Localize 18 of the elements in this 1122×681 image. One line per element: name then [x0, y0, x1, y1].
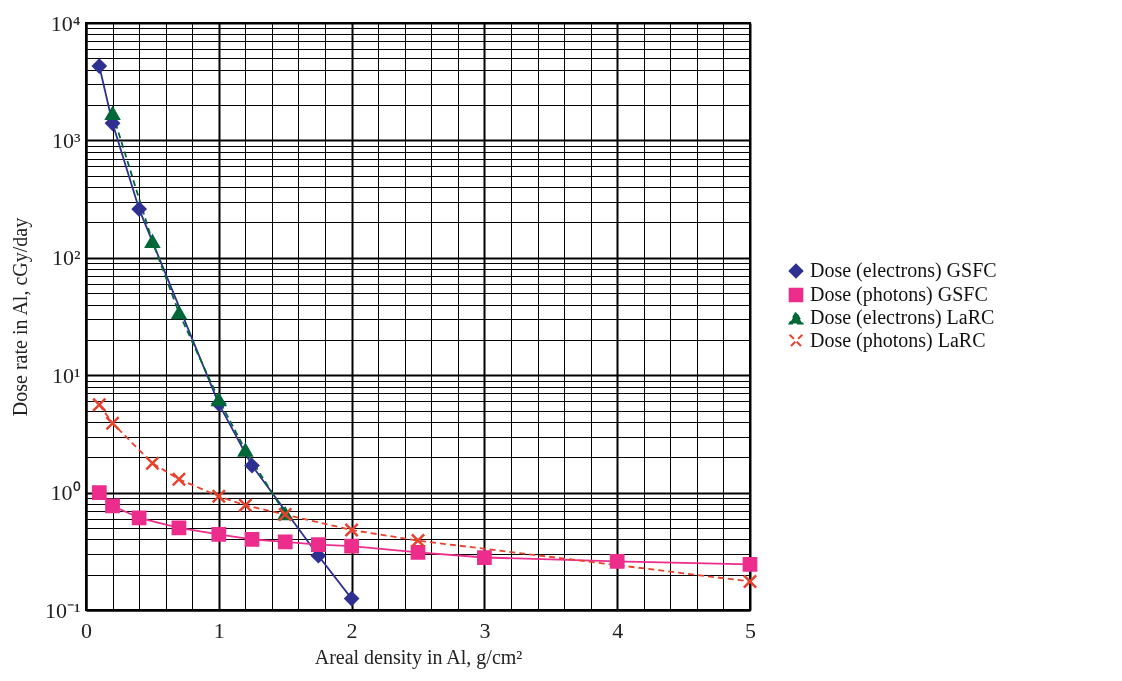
legend-label: Dose (electrons) GSFC: [810, 259, 997, 282]
y-tick-label: 10⁰: [50, 480, 81, 506]
x-tick-label: 1: [213, 617, 225, 643]
y-tick-label: 10²: [51, 245, 81, 271]
legend-label: Dose (photons) GSFC: [810, 283, 988, 306]
y-tick-label: 10¹: [51, 362, 81, 388]
legend-label: Dose (photons) LaRC: [810, 329, 986, 352]
x-tick-label: 3: [479, 617, 491, 643]
y-tick-label: 10⁴: [50, 10, 81, 36]
y-tick-label: 10³: [51, 127, 81, 153]
x-tick-label: 4: [612, 617, 624, 643]
x-tick-label: 5: [745, 617, 756, 643]
y-axis-title: Dose rate in Al, cGy/day: [8, 217, 32, 417]
x-tick-label: 2: [346, 617, 358, 643]
y-tick-label: 10⁻¹: [44, 597, 81, 623]
x-axis-title: Areal density in Al, g/cm²: [314, 645, 523, 669]
legend-label: Dose (electrons) LaRC: [810, 306, 995, 329]
x-tick-label: 0: [81, 617, 92, 643]
